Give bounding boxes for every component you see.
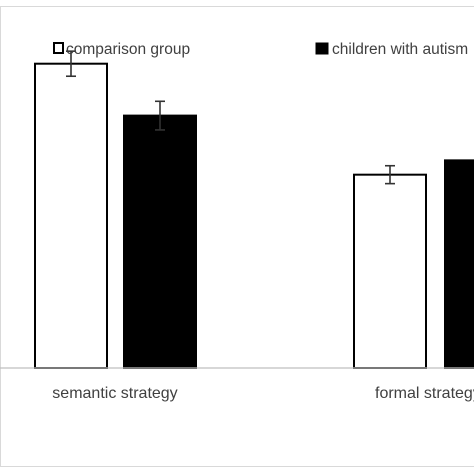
- legend-label-autism: children with autism: [332, 41, 468, 58]
- bar-comparison-semantic: [34, 62, 108, 369]
- x-tick-label-semantic: semantic strategy: [52, 385, 177, 402]
- chart-frame: [0, 6, 474, 467]
- legend-label-comparison: comparison group: [66, 41, 190, 58]
- x-tick-label-formal: formal strategy: [375, 385, 474, 402]
- bar-autism-formal: [444, 159, 474, 369]
- legend-item-comparison: comparison group: [53, 41, 190, 58]
- plot-area: [34, 50, 474, 369]
- legend-swatch-comparison: [53, 42, 64, 54]
- legend-swatch-autism: [315, 42, 329, 55]
- error-bar-autism-semantic: [155, 100, 165, 131]
- error-bar-comparison-formal: [385, 164, 395, 185]
- error-bar-comparison-semantic: [66, 50, 76, 78]
- bar-autism-semantic: [123, 114, 197, 369]
- legend: comparison group children with autism: [53, 41, 468, 58]
- x-axis-ticks: semantic strategy formal strategy: [52, 385, 474, 402]
- legend-item-autism: children with autism: [315, 41, 468, 58]
- bar-comparison-formal: [353, 173, 427, 369]
